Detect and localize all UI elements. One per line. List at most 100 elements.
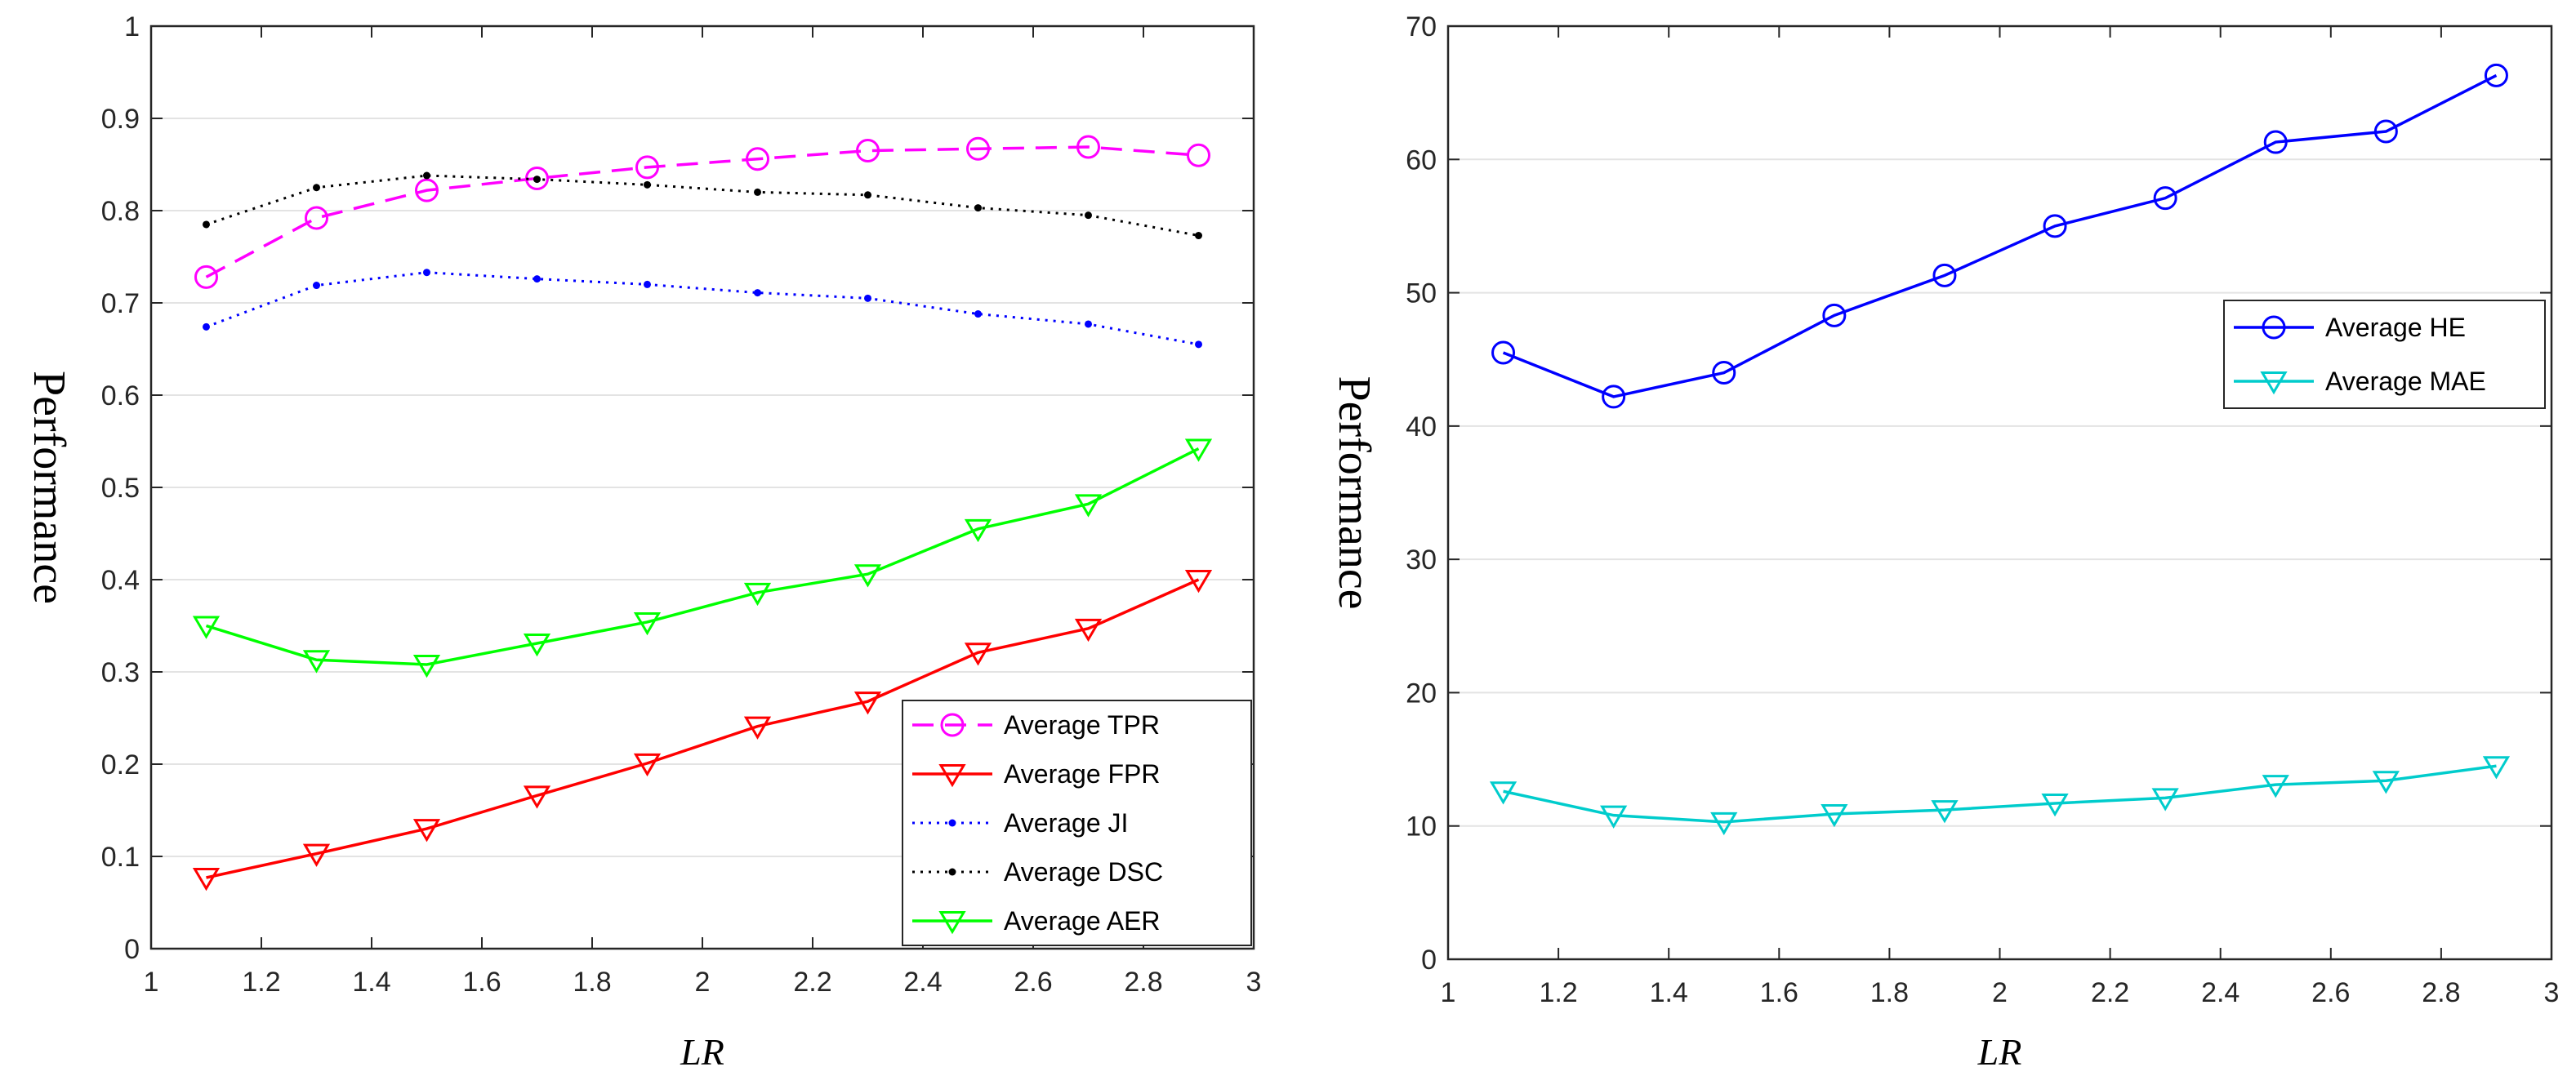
data-point — [864, 191, 871, 199]
legend-marker — [940, 713, 965, 737]
data-point — [533, 176, 541, 184]
series-line — [1502, 73, 2498, 398]
data-point — [1085, 211, 1092, 220]
data-point — [203, 220, 210, 229]
data-point — [313, 184, 320, 192]
x-tick-label: 2.8 — [1124, 967, 1162, 998]
data-point — [633, 611, 662, 636]
data-point — [754, 188, 761, 196]
data-point — [2484, 63, 2508, 87]
legend-box — [902, 700, 1252, 946]
data-point — [743, 582, 772, 607]
data-point — [415, 178, 439, 202]
series-average-mae — [1489, 756, 2511, 836]
x-tick-label: 3 — [1246, 967, 1262, 998]
x-tick-label: 1.8 — [573, 967, 611, 998]
data-point — [974, 310, 982, 318]
data-point — [856, 139, 880, 163]
x-tick-label: 2.4 — [2201, 977, 2240, 1008]
data-point — [2262, 775, 2289, 798]
data-point — [1491, 340, 1516, 365]
y-tick-label: 60 — [1406, 145, 1437, 176]
legend-label: Average DSC — [1004, 857, 1163, 887]
x-tick-label: 1.2 — [1539, 977, 1577, 1008]
legend-label: Average AER — [1004, 906, 1161, 936]
y-tick-label: 0.4 — [101, 565, 140, 596]
legend-label: Average HE — [2325, 313, 2466, 342]
legend: Average HE Average MAE — [2223, 300, 2546, 409]
data-point — [2482, 756, 2511, 780]
x-tick-label: 1 — [1441, 977, 1456, 1008]
legend-label: Average FPR — [1004, 759, 1161, 789]
legend-label: Average JI — [1004, 808, 1128, 838]
x-tick-label: 2.2 — [793, 967, 831, 998]
x-tick-label: 1.6 — [462, 967, 501, 998]
x-tick-label: 3 — [2544, 977, 2560, 1008]
data-point — [313, 282, 320, 290]
data-point — [2043, 214, 2067, 238]
data-point — [964, 518, 992, 543]
data-point — [964, 643, 992, 666]
data-point — [305, 206, 328, 230]
data-point — [1932, 263, 1957, 287]
data-point — [412, 819, 441, 843]
y-tick-label: 0.2 — [101, 749, 140, 780]
series-average-tpr — [194, 135, 1210, 289]
y-tick-label: 50 — [1406, 278, 1437, 309]
data-point — [864, 294, 871, 302]
data-point — [1489, 781, 1518, 805]
data-point — [2151, 788, 2179, 812]
x-tick-label: 1.6 — [1760, 977, 1798, 1008]
series-average-ji — [203, 269, 1202, 349]
data-point — [412, 654, 441, 678]
y-tick-label: 30 — [1406, 545, 1437, 576]
y-axis-label: Performance — [1329, 376, 1379, 609]
data-point — [2372, 771, 2400, 794]
x-tick-label: 2.2 — [2091, 977, 2129, 1008]
legend-marker — [938, 911, 966, 935]
y-tick-label: 0 — [124, 934, 140, 965]
series-average-he — [1491, 63, 2508, 409]
data-point — [1085, 320, 1092, 328]
chart-left: 0 0.1 0.2 0.3 0.4 0.5 0.6 0.7 0.8 0.9 1 1 1.2 1.4 1.6 1… — [24, 11, 1261, 1073]
data-point — [1602, 385, 1626, 409]
series-average-fpr — [192, 570, 1213, 892]
series-line — [206, 578, 1200, 879]
legend-marker — [948, 819, 956, 827]
data-point — [2373, 119, 2398, 144]
x-tick-label: 2.6 — [2311, 977, 2350, 1008]
data-point — [754, 289, 761, 297]
y-tick-label: 40 — [1406, 411, 1437, 442]
data-point — [1195, 340, 1202, 349]
data-point — [203, 322, 210, 331]
data-point — [194, 265, 218, 289]
data-point — [1600, 805, 1628, 829]
x-tick-label: 1.4 — [1650, 977, 1688, 1008]
legend: Average TPR Average FPR Average JI Average … — [902, 700, 1252, 946]
data-point — [1184, 438, 1213, 462]
x-tick-label: 2 — [695, 967, 711, 998]
data-point — [1710, 812, 1738, 836]
y-tick-label: 0.1 — [101, 842, 140, 873]
x-tick-label: 2.6 — [1014, 967, 1052, 998]
series-average-dsc — [203, 171, 1202, 240]
data-point — [423, 269, 430, 277]
data-point — [1184, 570, 1213, 594]
data-point — [533, 275, 541, 283]
series-line — [205, 447, 1200, 666]
data-point — [1076, 135, 1100, 159]
y-tick-label: 0.9 — [101, 104, 140, 135]
series-line — [1503, 764, 2497, 824]
y-tick-label: 10 — [1406, 812, 1437, 843]
data-point — [743, 716, 772, 740]
legend-marker — [2260, 371, 2288, 395]
x-tick-label: 1.4 — [352, 967, 390, 998]
data-point — [2153, 186, 2177, 211]
data-point — [974, 204, 982, 212]
series-line — [205, 271, 1199, 346]
legend-label: Average TPR — [1004, 710, 1160, 740]
data-point — [192, 867, 221, 892]
data-point — [302, 650, 331, 674]
data-point — [644, 280, 651, 288]
